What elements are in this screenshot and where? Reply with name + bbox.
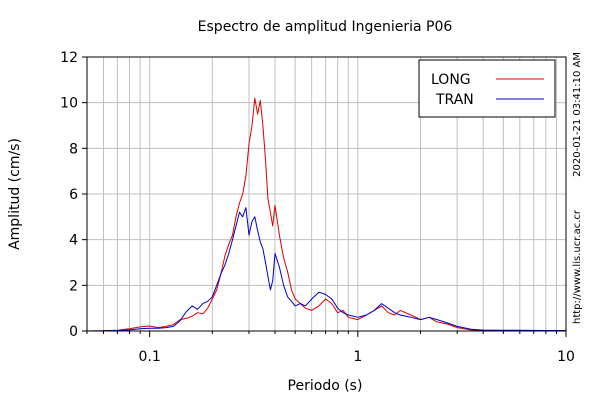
timestamp-text: 2020-01-21 03:41:10 AM — [572, 52, 583, 177]
y-tick-label: 2 — [69, 278, 78, 294]
x-tick-label: 10 — [557, 349, 575, 365]
y-ticks: 0 2 4 6 8 10 12 — [60, 50, 87, 340]
legend: LONG TRAN — [418, 59, 556, 118]
y-tick-label: 10 — [60, 96, 78, 112]
legend-box — [418, 59, 556, 118]
y-tick-label: 12 — [60, 50, 78, 66]
legend-label-tran: TRAN — [435, 92, 474, 108]
series-line-long — [86, 97, 567, 332]
y-tick-label: 0 — [69, 324, 78, 340]
y-tick-label: 4 — [69, 233, 78, 249]
y-tick-label: 8 — [69, 141, 78, 157]
source-url-text: http://www.lis.ucr.ac.cr — [572, 209, 583, 324]
y-tick-label: 6 — [69, 187, 78, 203]
x-axis-label: Periodo (s) — [288, 378, 363, 394]
legend-label-long: LONG — [431, 72, 471, 88]
series-line-tran — [86, 207, 566, 332]
y-axis-label: Amplitud (cm/s) — [7, 138, 23, 250]
x-ticks: 0.1 1 10 — [86, 331, 575, 365]
chart-title: Espectro de amplitud Ingenieria P06 — [198, 19, 453, 35]
grid — [87, 57, 566, 331]
x-tick-label: 1 — [353, 349, 362, 365]
series-group — [86, 97, 567, 332]
x-tick-label: 0.1 — [139, 349, 161, 365]
